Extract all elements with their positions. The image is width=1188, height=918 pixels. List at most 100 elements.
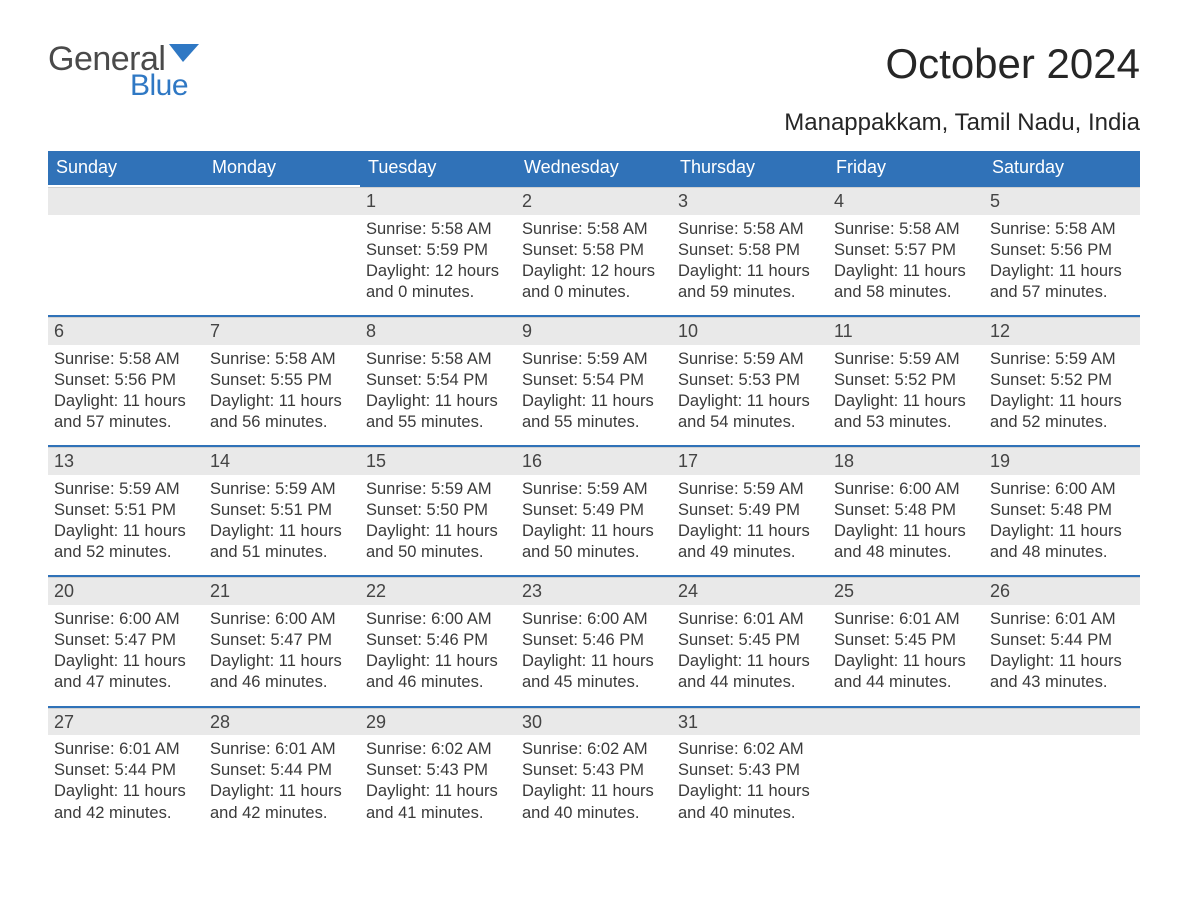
weekday-header: Tuesday xyxy=(360,151,516,185)
day-number: 17 xyxy=(672,447,828,475)
day-number: 6 xyxy=(48,317,204,345)
calendar-week: 6Sunrise: 5:58 AMSunset: 5:56 PMDaylight… xyxy=(48,315,1140,445)
day-number xyxy=(984,708,1140,736)
day-details: Sunrise: 6:01 AMSunset: 5:44 PMDaylight:… xyxy=(204,735,360,823)
flag-icon xyxy=(169,40,199,67)
day-number: 31 xyxy=(672,708,828,736)
day-details: Sunrise: 5:58 AMSunset: 5:58 PMDaylight:… xyxy=(672,215,828,303)
weekday-header: Friday xyxy=(828,151,984,185)
calendar-table: SundayMondayTuesdayWednesdayThursdayFrid… xyxy=(48,151,1140,836)
calendar-day: 6Sunrise: 5:58 AMSunset: 5:56 PMDaylight… xyxy=(48,315,204,445)
location-text: Manappakkam, Tamil Nadu, India xyxy=(48,109,1140,137)
calendar-day: 2Sunrise: 5:58 AMSunset: 5:58 PMDaylight… xyxy=(516,185,672,315)
day-details: Sunrise: 6:01 AMSunset: 5:44 PMDaylight:… xyxy=(48,735,204,823)
day-number: 22 xyxy=(360,577,516,605)
calendar-day: 29Sunrise: 6:02 AMSunset: 5:43 PMDayligh… xyxy=(360,706,516,836)
day-number: 28 xyxy=(204,708,360,736)
day-number: 11 xyxy=(828,317,984,345)
day-details: Sunrise: 5:59 AMSunset: 5:49 PMDaylight:… xyxy=(672,475,828,563)
weekday-header: Thursday xyxy=(672,151,828,185)
calendar-day: 24Sunrise: 6:01 AMSunset: 5:45 PMDayligh… xyxy=(672,575,828,705)
calendar-day xyxy=(828,706,984,836)
day-number: 10 xyxy=(672,317,828,345)
day-details: Sunrise: 6:01 AMSunset: 5:45 PMDaylight:… xyxy=(828,605,984,693)
calendar-day: 23Sunrise: 6:00 AMSunset: 5:46 PMDayligh… xyxy=(516,575,672,705)
calendar-day: 31Sunrise: 6:02 AMSunset: 5:43 PMDayligh… xyxy=(672,706,828,836)
day-number: 3 xyxy=(672,187,828,215)
calendar-day: 20Sunrise: 6:00 AMSunset: 5:47 PMDayligh… xyxy=(48,575,204,705)
day-details: Sunrise: 6:02 AMSunset: 5:43 PMDaylight:… xyxy=(360,735,516,823)
day-details: Sunrise: 5:58 AMSunset: 5:58 PMDaylight:… xyxy=(516,215,672,303)
calendar-day: 18Sunrise: 6:00 AMSunset: 5:48 PMDayligh… xyxy=(828,445,984,575)
calendar-day: 21Sunrise: 6:00 AMSunset: 5:47 PMDayligh… xyxy=(204,575,360,705)
day-number: 2 xyxy=(516,187,672,215)
calendar-day: 10Sunrise: 5:59 AMSunset: 5:53 PMDayligh… xyxy=(672,315,828,445)
day-details: Sunrise: 5:59 AMSunset: 5:52 PMDaylight:… xyxy=(828,345,984,433)
day-details: Sunrise: 6:01 AMSunset: 5:44 PMDaylight:… xyxy=(984,605,1140,693)
day-number xyxy=(48,187,204,215)
day-number: 30 xyxy=(516,708,672,736)
calendar-day: 13Sunrise: 5:59 AMSunset: 5:51 PMDayligh… xyxy=(48,445,204,575)
calendar-day: 28Sunrise: 6:01 AMSunset: 5:44 PMDayligh… xyxy=(204,706,360,836)
calendar-day: 5Sunrise: 5:58 AMSunset: 5:56 PMDaylight… xyxy=(984,185,1140,315)
day-details: Sunrise: 6:02 AMSunset: 5:43 PMDaylight:… xyxy=(516,735,672,823)
day-details: Sunrise: 6:00 AMSunset: 5:48 PMDaylight:… xyxy=(828,475,984,563)
weekday-header: Saturday xyxy=(984,151,1140,185)
day-details: Sunrise: 6:00 AMSunset: 5:46 PMDaylight:… xyxy=(360,605,516,693)
day-number: 19 xyxy=(984,447,1140,475)
calendar-day xyxy=(204,185,360,315)
day-details: Sunrise: 5:59 AMSunset: 5:52 PMDaylight:… xyxy=(984,345,1140,433)
day-details: Sunrise: 5:58 AMSunset: 5:55 PMDaylight:… xyxy=(204,345,360,433)
day-number: 15 xyxy=(360,447,516,475)
calendar-day: 15Sunrise: 5:59 AMSunset: 5:50 PMDayligh… xyxy=(360,445,516,575)
brand-blue-text: Blue xyxy=(130,69,199,103)
day-details: Sunrise: 6:00 AMSunset: 5:48 PMDaylight:… xyxy=(984,475,1140,563)
day-details: Sunrise: 5:59 AMSunset: 5:50 PMDaylight:… xyxy=(360,475,516,563)
calendar-day: 11Sunrise: 5:59 AMSunset: 5:52 PMDayligh… xyxy=(828,315,984,445)
calendar-day xyxy=(48,185,204,315)
day-details: Sunrise: 5:58 AMSunset: 5:57 PMDaylight:… xyxy=(828,215,984,303)
day-number: 8 xyxy=(360,317,516,345)
calendar-day: 1Sunrise: 5:58 AMSunset: 5:59 PMDaylight… xyxy=(360,185,516,315)
day-number xyxy=(204,187,360,215)
weekday-header-row: SundayMondayTuesdayWednesdayThursdayFrid… xyxy=(48,151,1140,185)
calendar-day: 25Sunrise: 6:01 AMSunset: 5:45 PMDayligh… xyxy=(828,575,984,705)
day-details: Sunrise: 5:59 AMSunset: 5:53 PMDaylight:… xyxy=(672,345,828,433)
day-details: Sunrise: 5:59 AMSunset: 5:51 PMDaylight:… xyxy=(204,475,360,563)
header-region: General Blue October 2024 xyxy=(48,40,1140,103)
day-details: Sunrise: 6:00 AMSunset: 5:47 PMDaylight:… xyxy=(48,605,204,693)
calendar-day: 26Sunrise: 6:01 AMSunset: 5:44 PMDayligh… xyxy=(984,575,1140,705)
day-number: 1 xyxy=(360,187,516,215)
calendar-day xyxy=(984,706,1140,836)
day-number: 12 xyxy=(984,317,1140,345)
day-number: 26 xyxy=(984,577,1140,605)
day-number: 14 xyxy=(204,447,360,475)
day-details: Sunrise: 5:59 AMSunset: 5:49 PMDaylight:… xyxy=(516,475,672,563)
day-number: 9 xyxy=(516,317,672,345)
calendar-day: 12Sunrise: 5:59 AMSunset: 5:52 PMDayligh… xyxy=(984,315,1140,445)
calendar-day: 19Sunrise: 6:00 AMSunset: 5:48 PMDayligh… xyxy=(984,445,1140,575)
day-number: 21 xyxy=(204,577,360,605)
day-number: 4 xyxy=(828,187,984,215)
day-number: 7 xyxy=(204,317,360,345)
calendar-week: 1Sunrise: 5:58 AMSunset: 5:59 PMDaylight… xyxy=(48,185,1140,315)
brand-logo: General Blue xyxy=(48,40,199,103)
day-details: Sunrise: 6:02 AMSunset: 5:43 PMDaylight:… xyxy=(672,735,828,823)
day-details: Sunrise: 5:59 AMSunset: 5:51 PMDaylight:… xyxy=(48,475,204,563)
day-details: Sunrise: 5:58 AMSunset: 5:59 PMDaylight:… xyxy=(360,215,516,303)
calendar-day: 17Sunrise: 5:59 AMSunset: 5:49 PMDayligh… xyxy=(672,445,828,575)
day-details: Sunrise: 5:58 AMSunset: 5:56 PMDaylight:… xyxy=(48,345,204,433)
weekday-header: Monday xyxy=(204,151,360,185)
day-details: Sunrise: 5:58 AMSunset: 5:54 PMDaylight:… xyxy=(360,345,516,433)
day-number: 16 xyxy=(516,447,672,475)
calendar-day: 22Sunrise: 6:00 AMSunset: 5:46 PMDayligh… xyxy=(360,575,516,705)
day-number: 27 xyxy=(48,708,204,736)
day-number xyxy=(828,708,984,736)
calendar-day: 30Sunrise: 6:02 AMSunset: 5:43 PMDayligh… xyxy=(516,706,672,836)
day-number: 18 xyxy=(828,447,984,475)
calendar-day: 8Sunrise: 5:58 AMSunset: 5:54 PMDaylight… xyxy=(360,315,516,445)
calendar-day: 3Sunrise: 5:58 AMSunset: 5:58 PMDaylight… xyxy=(672,185,828,315)
calendar-day: 27Sunrise: 6:01 AMSunset: 5:44 PMDayligh… xyxy=(48,706,204,836)
calendar-week: 13Sunrise: 5:59 AMSunset: 5:51 PMDayligh… xyxy=(48,445,1140,575)
day-details: Sunrise: 5:59 AMSunset: 5:54 PMDaylight:… xyxy=(516,345,672,433)
